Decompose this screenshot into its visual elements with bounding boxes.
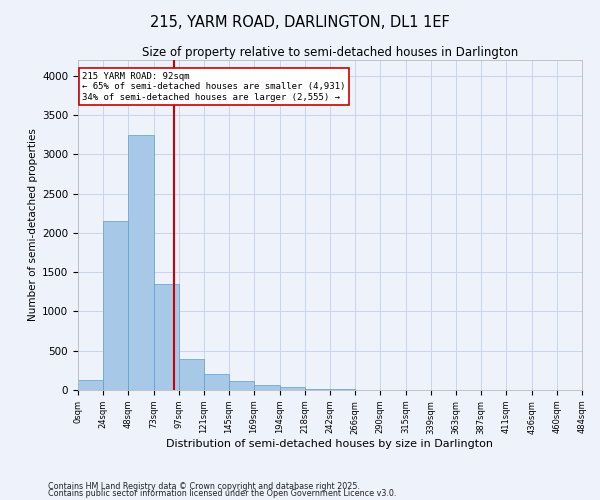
Bar (154, 284, 179, 390)
Bar (305, 389, 330, 390)
Text: 215, YARM ROAD, DARLINGTON, DL1 1EF: 215, YARM ROAD, DARLINGTON, DL1 1EF (150, 15, 450, 30)
Bar (103, 221, 128, 390)
Title: Size of property relative to semi-detached houses in Darlington: Size of property relative to semi-detach… (142, 46, 518, 59)
Bar (280, 387, 305, 390)
Text: 215 YARM ROAD: 92sqm
← 65% of semi-detached houses are smaller (4,931)
34% of se: 215 YARM ROAD: 92sqm ← 65% of semi-detac… (82, 72, 346, 102)
Bar (128, 134, 154, 390)
X-axis label: Distribution of semi-detached houses by size in Darlington: Distribution of semi-detached houses by … (167, 440, 493, 450)
Text: Contains public sector information licensed under the Open Government Licence v3: Contains public sector information licen… (48, 489, 397, 498)
Bar (179, 358, 204, 390)
Bar (78, 380, 103, 390)
Y-axis label: Number of semi-detached properties: Number of semi-detached properties (28, 128, 38, 322)
Bar (204, 374, 229, 390)
Text: Contains HM Land Registry data © Crown copyright and database right 2025.: Contains HM Land Registry data © Crown c… (48, 482, 360, 491)
Bar (229, 380, 254, 390)
Bar (254, 386, 280, 390)
